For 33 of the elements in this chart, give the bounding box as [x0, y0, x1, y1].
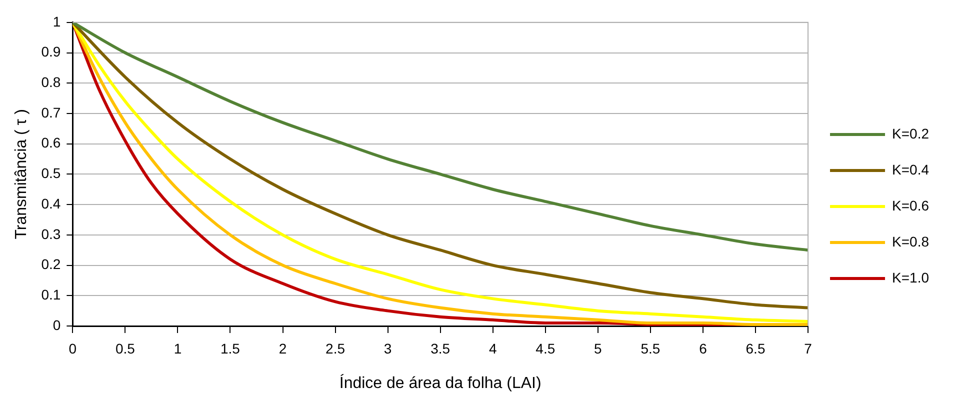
- y-tick-label: 0: [52, 316, 61, 333]
- legend-label: K=0.8: [892, 233, 930, 250]
- y-tick-label: 1: [52, 13, 61, 30]
- x-tick-label: 2.5: [326, 340, 346, 356]
- y-tick-label: 0.5: [41, 165, 61, 182]
- y-tick-label: 0.2: [41, 256, 61, 272]
- legend-label: K=0.2: [892, 125, 930, 142]
- x-tick-label: 3: [384, 340, 392, 356]
- x-tick-label: 6: [699, 340, 708, 356]
- y-tick-label: 0.3: [41, 226, 61, 242]
- x-tick-label: 0: [68, 340, 77, 356]
- x-tick-label: 1.5: [220, 340, 240, 356]
- x-tick-label: 1: [174, 340, 182, 356]
- x-tick-label: 3.5: [430, 340, 450, 356]
- y-tick-label: 0.4: [41, 195, 61, 212]
- y-axis-title: Transmitância ( τ ): [13, 109, 30, 240]
- y-tick-label: 0.1: [41, 286, 61, 302]
- x-axis-title: Índice de área da folha (LAI): [339, 374, 542, 392]
- legend-label: K=0.6: [892, 197, 930, 214]
- y-tick-label: 0.6: [41, 134, 61, 151]
- x-tick-label: 4: [488, 340, 497, 356]
- y-tick-label: 0.7: [41, 104, 61, 120]
- x-tick-label: 2: [278, 340, 287, 356]
- x-tick-label: 5: [594, 340, 602, 356]
- y-tick-label: 0.8: [41, 74, 61, 90]
- x-tick-label: 0.5: [115, 340, 136, 356]
- x-tick-label: 4.5: [536, 340, 556, 356]
- legend-label: K=0.4: [892, 161, 930, 178]
- x-tick-label: 6.5: [746, 340, 766, 356]
- legend-label: K=1.0: [892, 269, 930, 286]
- y-tick-label: 0.9: [41, 44, 61, 60]
- x-tick-label: 5.5: [640, 340, 660, 356]
- x-tick-label: 7: [804, 340, 812, 356]
